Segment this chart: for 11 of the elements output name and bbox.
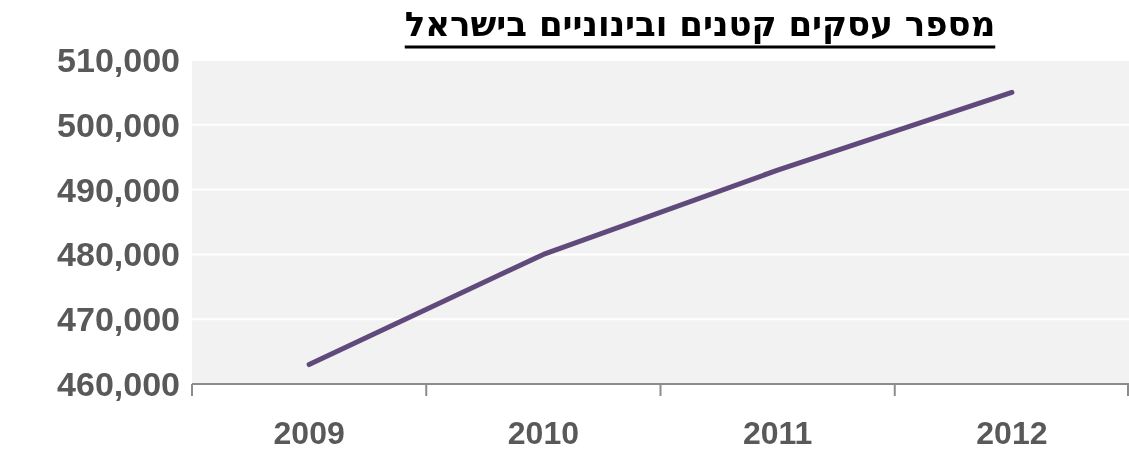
- x-tick-label: 2010: [507, 415, 579, 450]
- y-tick-label: 480,000: [57, 235, 180, 274]
- y-tick-label: 490,000: [57, 170, 180, 209]
- chart-title: מספר עסקים קטנים ובינוניים בישראל: [404, 4, 996, 44]
- x-tick-label: 2009: [273, 415, 345, 450]
- x-tick-label: 2011: [742, 415, 813, 450]
- y-tick-label: 460,000: [57, 365, 180, 403]
- y-tick-label: 470,000: [57, 300, 180, 339]
- y-tick-label: 510,000: [57, 41, 180, 79]
- x-tick-label: 2012: [976, 415, 1048, 450]
- y-tick-label: 500,000: [57, 105, 180, 144]
